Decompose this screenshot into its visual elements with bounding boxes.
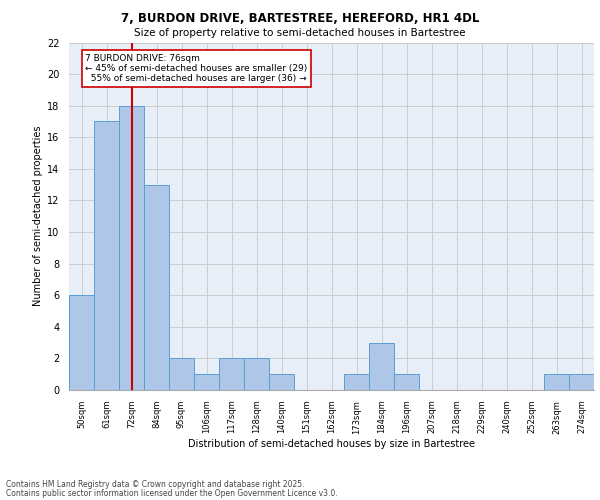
Bar <box>344 374 369 390</box>
Text: Contains HM Land Registry data © Crown copyright and database right 2025.: Contains HM Land Registry data © Crown c… <box>6 480 305 489</box>
Text: Size of property relative to semi-detached houses in Bartestree: Size of property relative to semi-detach… <box>134 28 466 38</box>
Text: 7, BURDON DRIVE, BARTESTREE, HEREFORD, HR1 4DL: 7, BURDON DRIVE, BARTESTREE, HEREFORD, H… <box>121 12 479 26</box>
Y-axis label: Number of semi-detached properties: Number of semi-detached properties <box>32 126 43 306</box>
Bar <box>569 374 594 390</box>
Text: 7 BURDON DRIVE: 76sqm
← 45% of semi-detached houses are smaller (29)
  55% of se: 7 BURDON DRIVE: 76sqm ← 45% of semi-deta… <box>85 54 308 84</box>
Bar <box>169 358 194 390</box>
Bar <box>119 106 144 390</box>
Bar <box>94 122 119 390</box>
Bar <box>144 184 169 390</box>
Bar <box>269 374 294 390</box>
Bar <box>369 342 394 390</box>
Bar <box>544 374 569 390</box>
Text: Contains public sector information licensed under the Open Government Licence v3: Contains public sector information licen… <box>6 488 338 498</box>
Bar <box>394 374 419 390</box>
Bar <box>244 358 269 390</box>
Bar <box>69 295 94 390</box>
X-axis label: Distribution of semi-detached houses by size in Bartestree: Distribution of semi-detached houses by … <box>188 439 475 449</box>
Bar <box>194 374 219 390</box>
Bar <box>219 358 244 390</box>
